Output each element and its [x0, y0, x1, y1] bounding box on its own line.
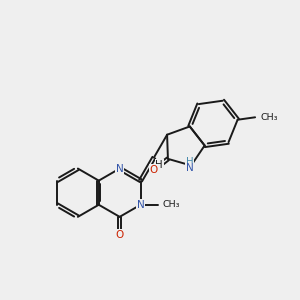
Text: O: O [116, 230, 124, 240]
Text: CH₃: CH₃ [162, 200, 180, 209]
Text: H: H [186, 157, 194, 167]
Text: N: N [137, 200, 145, 210]
Text: H: H [155, 160, 163, 170]
Text: CH₃: CH₃ [260, 113, 278, 122]
Text: N: N [116, 164, 124, 173]
Text: O: O [149, 165, 158, 175]
Text: N: N [186, 164, 194, 173]
